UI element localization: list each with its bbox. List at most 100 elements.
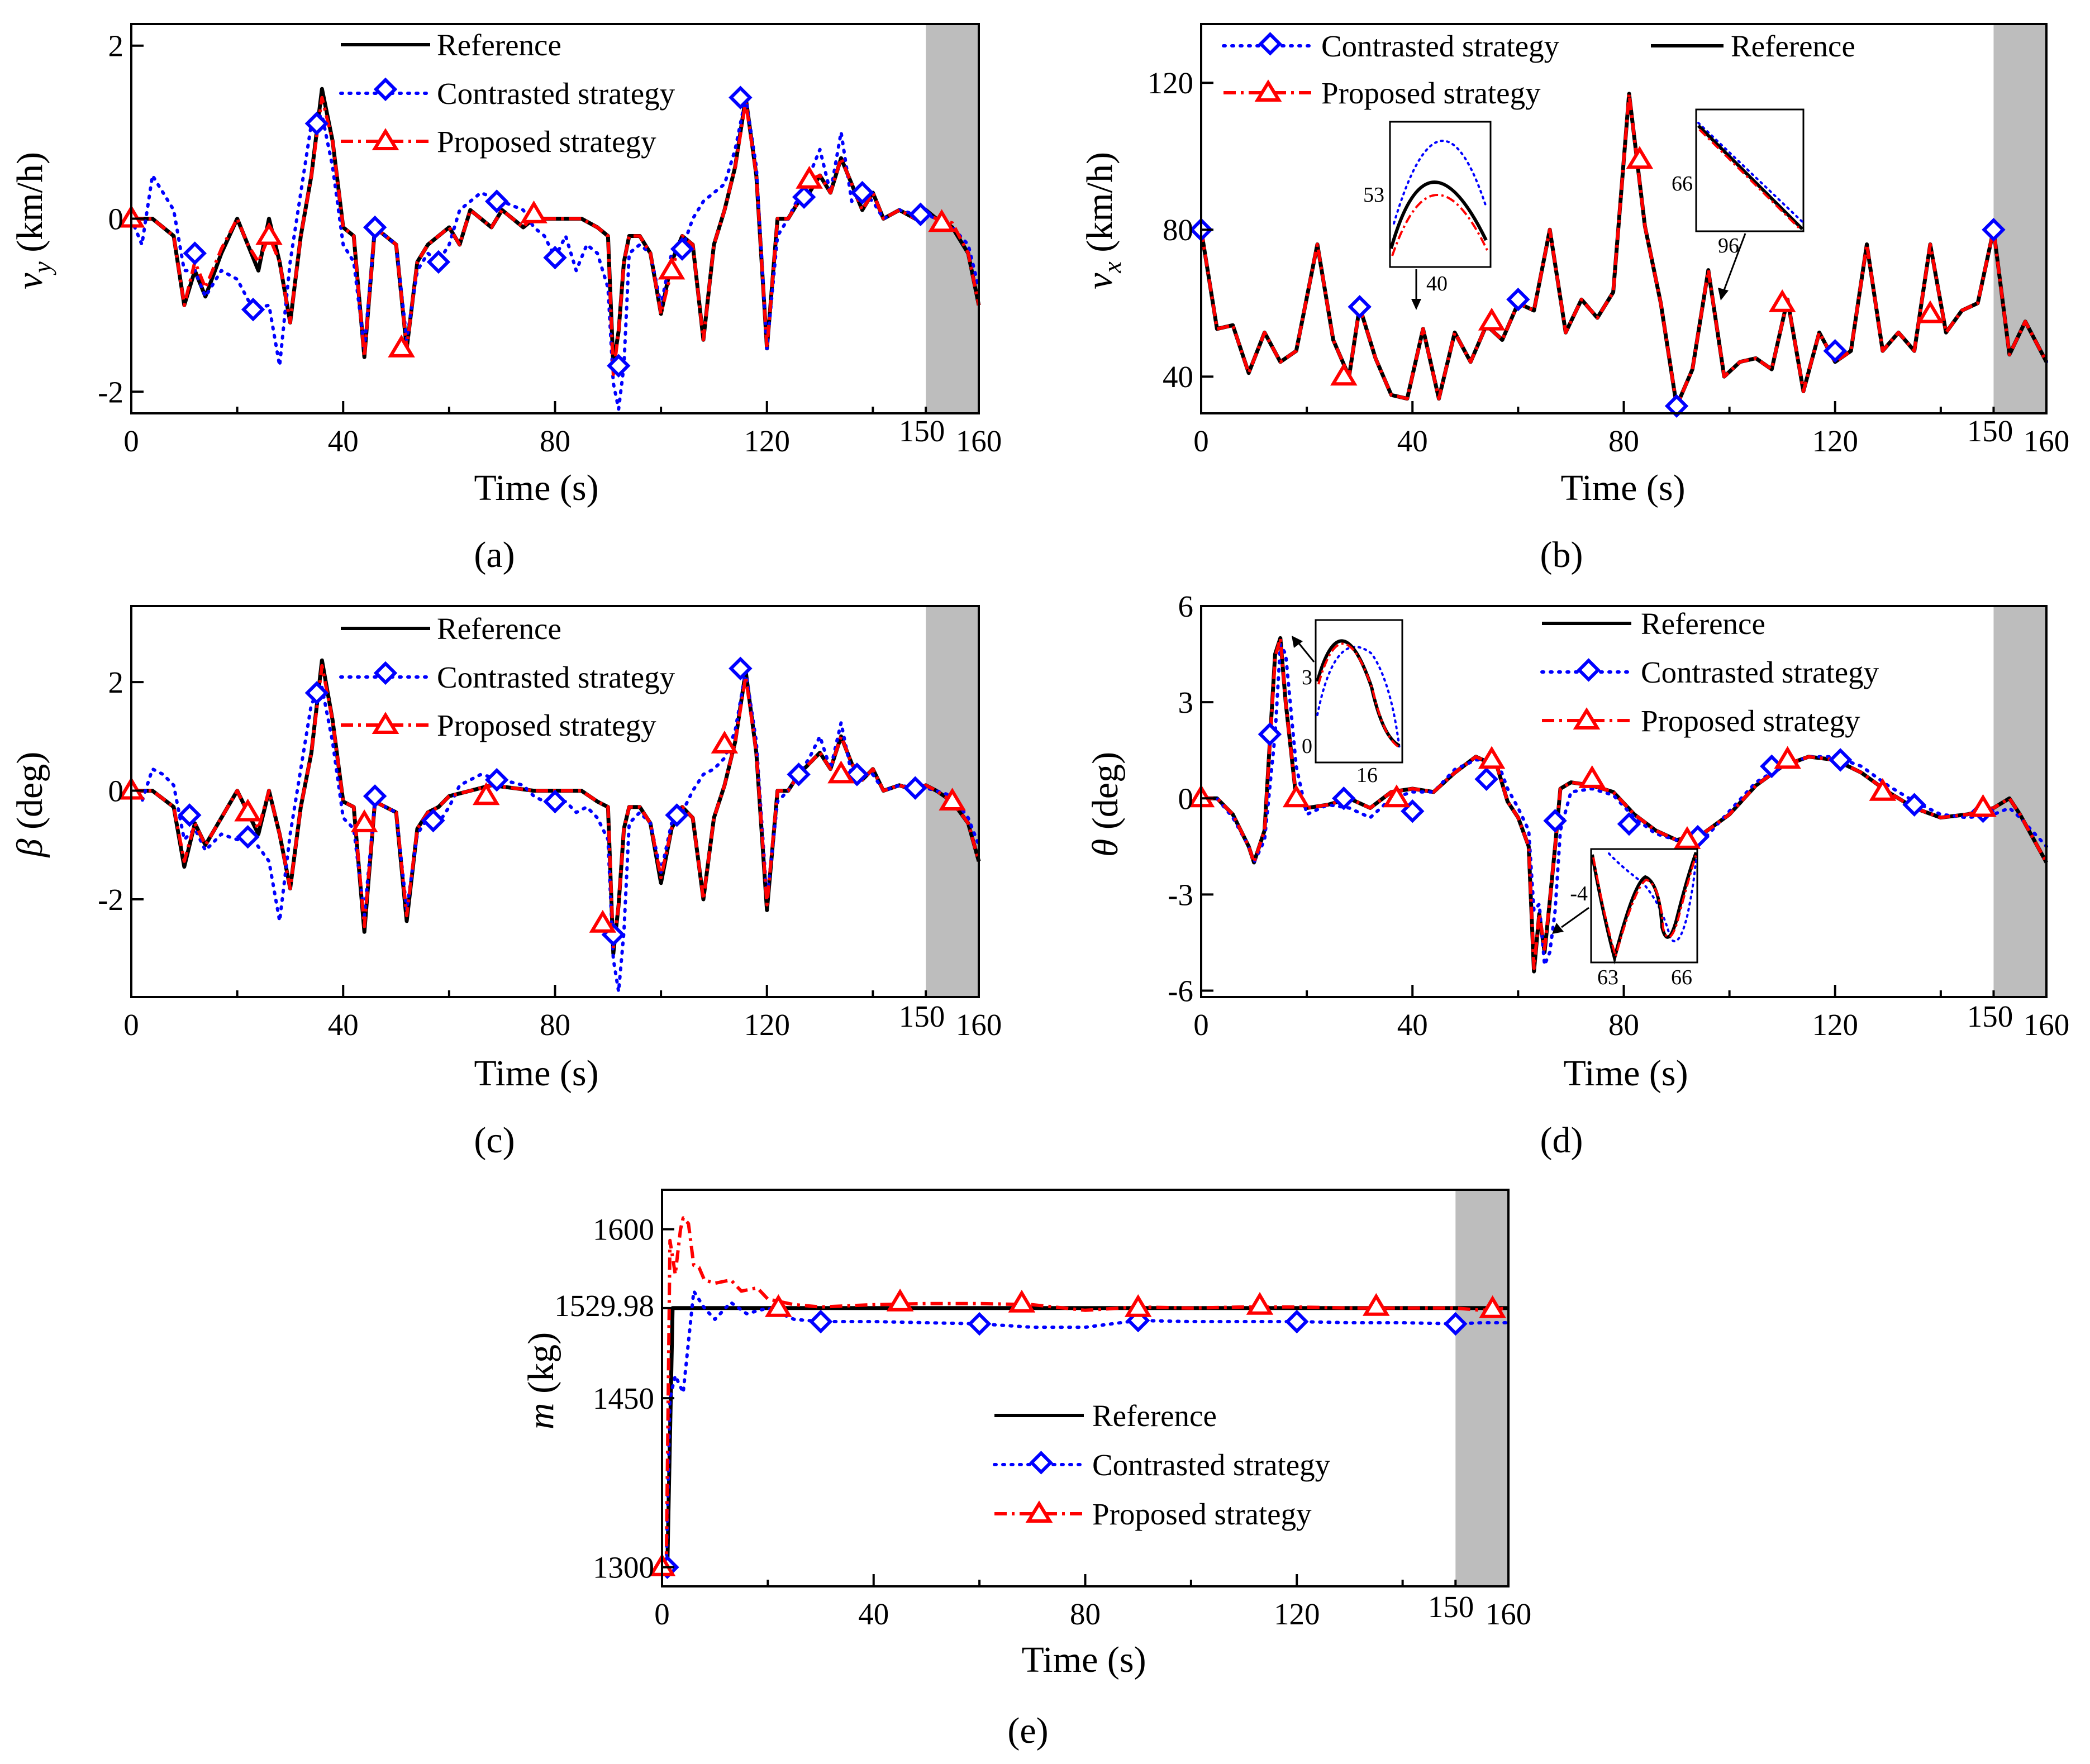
xlabel-a: Time (s) <box>474 468 598 508</box>
panel-b: (b) Time (s) vx (km/h) Contrasted strate… <box>1079 29 2013 575</box>
panel-a-contrasted-marker <box>241 297 265 322</box>
panel-c-proposed-marker <box>472 782 500 805</box>
panel-d-xtick-label: 40 <box>1397 1008 1428 1042</box>
panel-e-contrasted-marker <box>808 1309 833 1334</box>
inset-d1-contrasted <box>1316 646 1401 750</box>
panel-d-contrasted-marker <box>1258 722 1282 746</box>
inset-b2-contrasted <box>1697 122 1803 223</box>
panel-c-proposed-marker <box>234 798 261 822</box>
panel-c-contrasted-marker <box>787 762 811 786</box>
panel-a-xtick-label: 80 <box>540 424 570 458</box>
panel-c-contrasted-marker <box>421 808 445 833</box>
panel-c-contrasted-marker <box>304 681 329 705</box>
inset-d2: -4 63 66 <box>1552 848 1698 989</box>
panel-e-proposed-marker <box>1124 1294 1152 1317</box>
legend-b-contrasted-marker <box>1258 32 1282 56</box>
legend-d-contrasted-marker <box>1577 658 1601 682</box>
panel-e-contrasted-strategy-line <box>660 1289 1510 1569</box>
ylabel-b-unit: (km/h) <box>1079 152 1120 252</box>
panel-b-reference-line <box>1199 92 2049 408</box>
panel-c-ytick-label: -2 <box>98 883 123 917</box>
panel-e-axes-frame <box>661 1189 1510 1587</box>
panel-d-xtick-label: 160 <box>2024 1008 2070 1042</box>
extra-tick-d: 150 <box>1967 999 2013 1033</box>
panel-d-xtick-label: 80 <box>1608 1008 1639 1042</box>
panel-d-contrasted-marker <box>1828 748 1853 772</box>
panel-c-contrasted-marker <box>178 803 202 827</box>
legend-a-proposed-label: Proposed strategy <box>437 125 656 159</box>
panel-label-b: (b) <box>1540 535 1583 575</box>
panel-e: (e) Time (s) m (kg) Reference Contrasted… <box>521 1332 1474 1751</box>
panel-b-xtick-label: 160 <box>2024 424 2070 458</box>
panel-d-contrasted-marker <box>1760 754 1784 779</box>
panel-b-ytick-label: 80 <box>1163 213 1193 247</box>
inset-d1-arrowhead <box>1292 636 1303 648</box>
ylabel-b: vx (km/h) <box>1079 152 1126 289</box>
legend-d-proposed-marker <box>1573 707 1601 730</box>
inset-d2-contrasted <box>1608 850 1697 942</box>
legend-a-contrasted-marker <box>373 77 398 102</box>
panel-a-xtick-label: 160 <box>956 424 1002 458</box>
panel-e-proposed-marker <box>886 1288 914 1312</box>
panel-c-contrasted-marker <box>543 789 567 814</box>
panel-b-xtick-label: 120 <box>1812 424 1859 458</box>
panel-a-contrasted-marker <box>543 245 567 270</box>
panel-e-ytick-label: 1600 <box>593 1213 654 1247</box>
panel-a-contrasted-strategy-line <box>130 96 980 411</box>
inset-d1-ytick-3: 3 <box>1302 666 1312 689</box>
panel-c-xtick-label: 0 <box>123 1008 139 1042</box>
panel-a-proposed-strategy-line <box>131 96 980 376</box>
legend-a-reference-label: Reference <box>437 28 561 62</box>
inset-d1-arrow <box>1296 641 1315 662</box>
inset-d1-xtick: 16 <box>1356 764 1378 787</box>
inset-b2-xtick: 96 <box>1718 234 1739 258</box>
panel-c-contrasted-marker <box>236 824 260 849</box>
legend-a-contrasted-label: Contrasted strategy <box>437 77 675 111</box>
panel-b-proposed-marker <box>1330 363 1358 386</box>
inset-b1-arrowhead <box>1411 299 1421 310</box>
legend-e: Reference Contrasted strategy Proposed s… <box>993 1399 1331 1531</box>
panel-e-proposed-strategy-line <box>662 1216 1509 1569</box>
panel-e-shaded-region <box>1455 1190 1508 1586</box>
ylabel-c: β (deg) <box>9 752 50 859</box>
panel-e-reference-line <box>662 1306 1508 1570</box>
panel-c-plot: 0 40 80 120 160 2 0 -2 <box>98 605 1002 1042</box>
inset-d2-xtick-63: 63 <box>1597 966 1618 989</box>
panel-c-proposed-marker <box>589 909 617 933</box>
panel-d-contrasted-marker <box>1543 809 1567 833</box>
inset-b1: 53 40 <box>1363 121 1492 310</box>
ylabel-a-unit: (km/h) <box>9 152 50 252</box>
inset-b2: 66 96 <box>1672 108 1805 301</box>
panel-d-ytick-label: 0 <box>1178 781 1194 816</box>
legend-b-contrasted-label: Contrasted strategy <box>1321 29 1560 63</box>
inset-d2-ytick: -4 <box>1570 882 1588 905</box>
panel-d-contrasted-marker <box>1474 767 1498 792</box>
panel-a-contrasted-marker <box>183 241 207 265</box>
panel-c-ytick-label: 0 <box>108 774 124 808</box>
panel-c-ytick-label: 2 <box>108 665 124 699</box>
panel-a-proposed-marker <box>388 334 415 357</box>
panel-b-contrasted-marker <box>1348 295 1372 319</box>
inset-b2-proposed <box>1698 128 1801 230</box>
panel-c-proposed-strategy-line <box>131 664 980 950</box>
ylabel-b-sub: x <box>1098 261 1126 274</box>
panel-e-proposed-marker <box>765 1294 792 1317</box>
panel-e-plot: 0 40 80 120 160 1600 1529.98 1450 1300 <box>554 1189 1531 1631</box>
panel-a-contrasted-marker <box>729 85 753 109</box>
panel-a-contrasted-marker <box>670 237 694 261</box>
panel-c-contrasted-marker <box>363 784 387 808</box>
inset-b1-xtick: 40 <box>1426 272 1448 295</box>
panel-b-proposed-marker <box>1916 300 1944 323</box>
legend-e-proposed-marker <box>1025 1500 1053 1523</box>
panel-a-xtick-label: 120 <box>744 424 791 458</box>
panel-e-proposed-marker <box>1479 1295 1506 1318</box>
inset-d1-proposed <box>1317 642 1401 748</box>
inset-d1-ytick-0: 0 <box>1302 735 1312 758</box>
panel-e-ytick-label: 1450 <box>593 1381 654 1415</box>
panel-b-proposed-marker <box>1626 146 1654 169</box>
panel-b-contrasted-marker <box>1982 218 2006 242</box>
legend-c-reference-label: Reference <box>437 612 561 646</box>
panel-d-xtick-label: 0 <box>1193 1008 1209 1042</box>
